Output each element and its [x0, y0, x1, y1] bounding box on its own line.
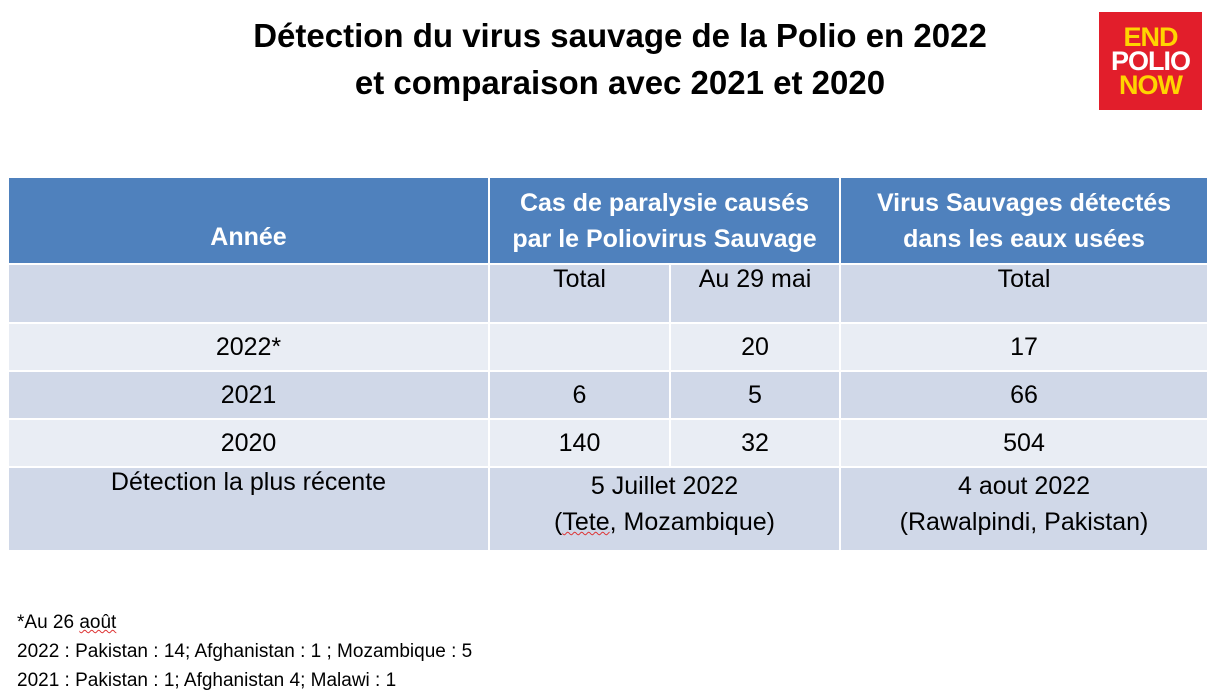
- table-row: 2021 6 5 66: [7, 370, 1210, 420]
- footnote-date: *Au 26 août: [17, 608, 472, 637]
- header-year: Année: [7, 176, 490, 265]
- footnotes: *Au 26 août 2022 : Pakistan : 14; Afghan…: [17, 608, 472, 695]
- header-env-line-1: Virus Sauvages détectés: [876, 188, 1172, 217]
- recent-env-place: (Rawalpindi, Pakistan): [899, 508, 1149, 536]
- recent-label: Détection la plus récente: [7, 466, 490, 552]
- logo-text-now: NOW: [1119, 70, 1183, 100]
- footnote-date-prefix: *Au 26: [17, 612, 80, 633]
- row-env: 66: [839, 370, 1210, 420]
- row-au-29-mai: 5: [668, 370, 842, 420]
- row-total: [488, 322, 671, 372]
- header-paralysis-cases: Cas de paralysie causés par le Polioviru…: [487, 176, 842, 265]
- logo-text-end: END: [1123, 22, 1178, 52]
- footnote-date-word: août: [79, 612, 117, 633]
- slide-title: Détection du virus sauvage de la Polio e…: [110, 12, 1130, 106]
- header-cases-line-2: par le Poliovirus Sauvage: [512, 224, 817, 253]
- row-au-29-mai: 32: [668, 418, 842, 468]
- logo-text-polio: POLIO: [1110, 46, 1191, 76]
- recent-env-cell: 4 aout 2022 (Rawalpindi, Pakistan): [839, 466, 1210, 552]
- recent-env-date: 4 aout 2022: [957, 472, 1091, 500]
- row-total: 6: [488, 370, 671, 420]
- row-total: 140: [488, 418, 671, 468]
- table-subheader-row: Total Au 29 mai Total: [7, 263, 1210, 324]
- table-header-row: Année Cas de paralysie causés par le Pol…: [7, 176, 1210, 265]
- recent-cases-cell: 5 Juillet 2022 (Tete, Mozambique): [487, 466, 842, 552]
- table-row: 2020 140 32 504: [7, 418, 1210, 468]
- recent-cases-place-open: (: [554, 508, 563, 536]
- footnote-2022: 2022 : Pakistan : 14; Afghanistan : 1 ; …: [17, 641, 473, 662]
- header-cases-line-1: Cas de paralysie causés: [519, 188, 810, 217]
- subheader-env-total: Total: [839, 263, 1210, 324]
- subheader-empty: [7, 263, 490, 324]
- title-line-1: Détection du virus sauvage de la Polio e…: [253, 17, 987, 54]
- header-env-line-2: dans les eaux usées: [903, 224, 1145, 253]
- row-au-29-mai: 20: [668, 322, 842, 372]
- header-environmental-samples: Virus Sauvages détectés dans les eaux us…: [839, 176, 1210, 265]
- row-year: 2020: [7, 418, 490, 468]
- footnote-2021: 2021 : Pakistan : 1; Afghanistan 4; Mala…: [17, 670, 397, 691]
- table-row: 2022* 20 17: [7, 322, 1210, 372]
- end-polio-now-logo: END POLIO NOW: [1099, 12, 1202, 110]
- table-row-most-recent: Détection la plus récente 5 Juillet 2022…: [7, 466, 1210, 552]
- row-env: 17: [839, 322, 1210, 372]
- polio-detection-table: Année Cas de paralysie causés par le Pol…: [7, 176, 1210, 552]
- recent-cases-place-rest: , Mozambique): [609, 508, 775, 536]
- recent-cases-place-word: Tete: [562, 508, 610, 536]
- row-year: 2021: [7, 370, 490, 420]
- subheader-total: Total: [488, 263, 671, 324]
- recent-cases-date: 5 Juillet 2022: [590, 472, 739, 500]
- subheader-au-29-mai: Au 29 mai: [668, 263, 842, 324]
- row-env: 504: [839, 418, 1210, 468]
- recent-cases-place: (Tete, Mozambique): [490, 504, 839, 540]
- title-line-2: et comparaison avec 2021 et 2020: [354, 64, 886, 101]
- row-year: 2022*: [7, 322, 490, 372]
